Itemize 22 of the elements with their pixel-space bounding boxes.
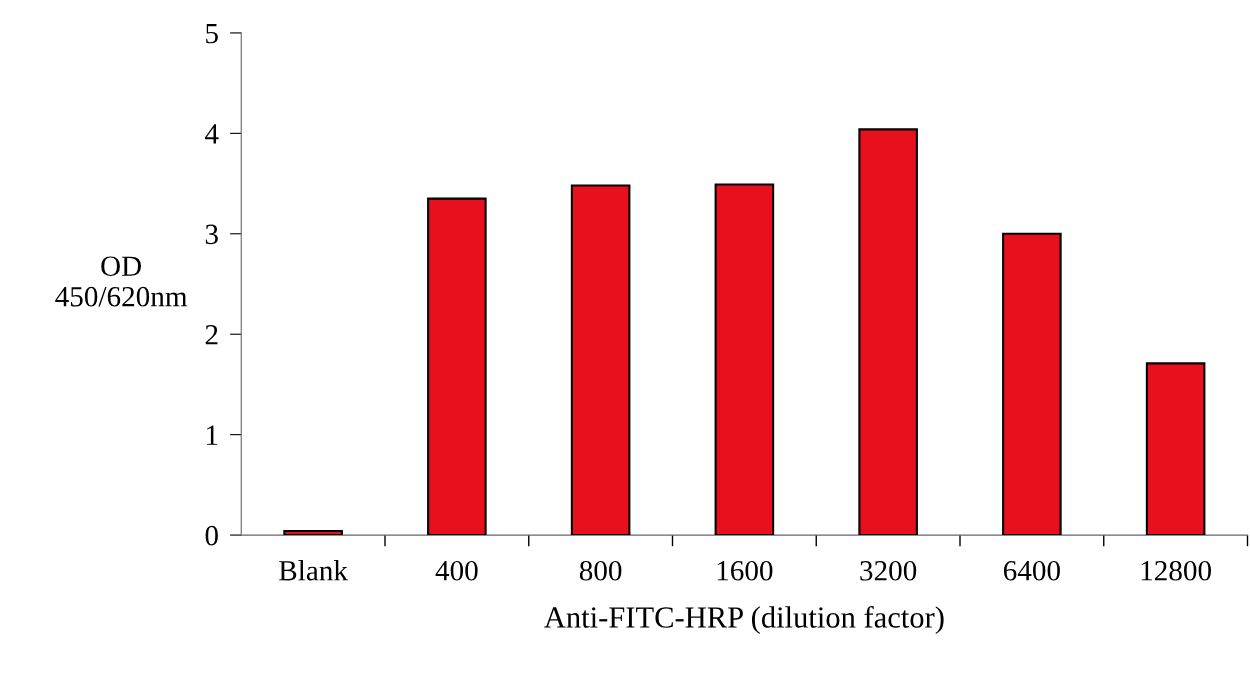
x-axis-title: Anti-FITC-HRP (dilution factor)	[544, 605, 944, 634]
y-tick-label: 1	[207, 425, 218, 445]
x-tick-label: 3200	[860, 560, 917, 581]
bar	[570, 184, 631, 536]
y-axis-title: OD 450/620nm	[55, 256, 188, 307]
bar	[427, 197, 487, 536]
x-tick-label: Blank	[279, 560, 348, 581]
x-tick-label: 800	[579, 560, 622, 581]
bar	[283, 530, 343, 536]
x-tick-label: 6400	[1003, 560, 1060, 581]
y-tick-label: 3	[205, 224, 218, 245]
x-tick-label: 400	[435, 560, 478, 581]
y-tick-label: 2	[205, 325, 218, 345]
x-tick-label: 1600	[717, 560, 773, 581]
bar	[858, 128, 918, 536]
y-tick-label: 0	[205, 525, 218, 546]
bar	[1145, 362, 1206, 536]
y-tick-label: 5	[206, 23, 218, 44]
x-tick-label: 12800	[1141, 560, 1211, 581]
bar	[714, 183, 775, 536]
bar	[1002, 232, 1062, 536]
y-tick-label: 4	[205, 124, 219, 144]
